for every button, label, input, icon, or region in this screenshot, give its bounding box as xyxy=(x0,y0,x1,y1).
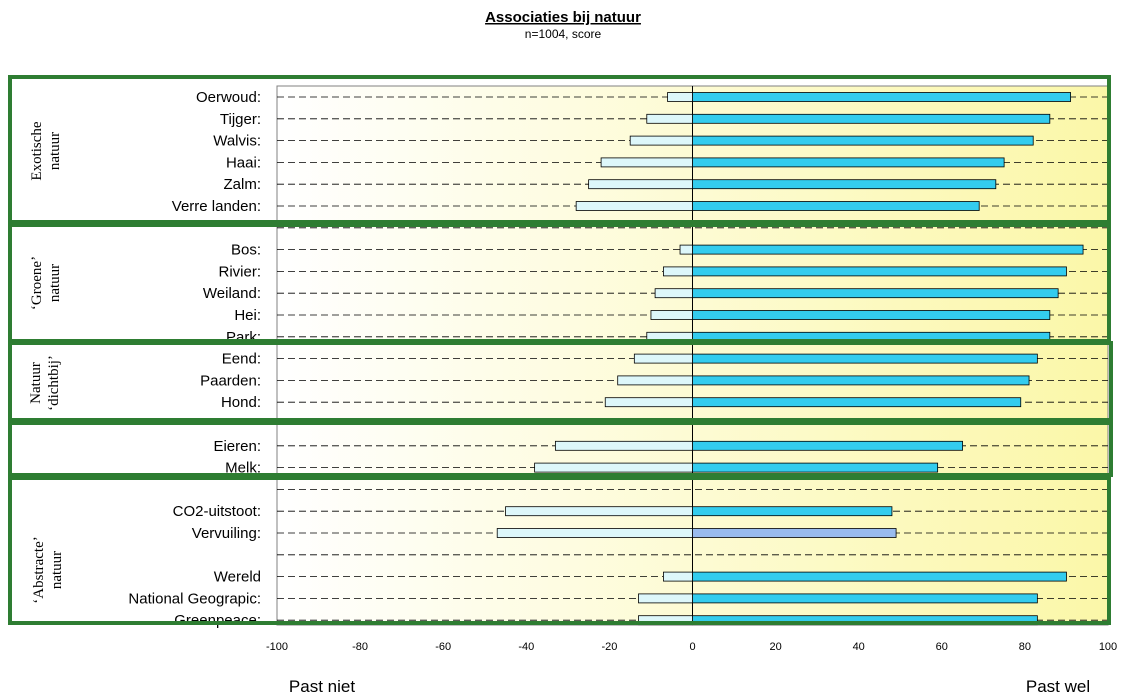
group-frame xyxy=(8,341,1113,422)
bar-negative xyxy=(617,375,693,386)
category-label: Wereld xyxy=(214,569,261,586)
bar-positive xyxy=(692,135,1034,146)
bar-negative xyxy=(638,593,693,604)
group-frame xyxy=(8,476,1111,625)
group-label-line: natuur xyxy=(49,551,65,589)
category-label: Bos: xyxy=(231,242,261,259)
group-label: Exotische natuur xyxy=(29,121,63,180)
bar-negative xyxy=(679,244,693,255)
group-label-line: ‘Groene’ xyxy=(29,256,45,310)
right-end-label: Past wel xyxy=(1026,677,1090,696)
group-label-line: natuur xyxy=(47,264,63,302)
x-axis: -100 -80 -60 -40 -20 0 20 40 60 80 100 xyxy=(266,641,1117,653)
category-label: National Geograpic: xyxy=(128,590,261,607)
chart-subtitle: n=1004, score xyxy=(525,27,602,41)
bar-negative xyxy=(600,157,693,168)
chart-title: Associaties bij natuur xyxy=(485,9,641,26)
x-tick-label: -60 xyxy=(435,641,451,653)
group-label-line: Natuur xyxy=(28,362,44,404)
bar-positive xyxy=(692,244,1084,255)
bar-positive xyxy=(692,440,963,451)
category-label: Tijger: xyxy=(220,111,261,128)
category-label: Weiland: xyxy=(203,285,261,302)
bar-negative xyxy=(534,462,693,473)
category-label: Zalm: xyxy=(224,176,262,193)
bar-positive xyxy=(692,288,1059,299)
x-tick-label: 0 xyxy=(689,641,695,653)
bar-negative xyxy=(575,201,693,211)
group-label-line: ‘dichtbij’ xyxy=(46,355,62,411)
bar-positive xyxy=(692,528,897,538)
bar-negative xyxy=(633,353,693,364)
bar-negative xyxy=(654,288,693,299)
bar-negative xyxy=(663,266,693,277)
bar-positive xyxy=(692,462,939,473)
bar-positive xyxy=(692,375,1030,386)
category-label: Rivier: xyxy=(218,263,261,280)
group-frame xyxy=(8,75,1111,224)
bar-negative xyxy=(629,135,693,146)
bar-negative xyxy=(646,113,693,124)
bar-positive xyxy=(692,593,1038,604)
group-label: ‘Abstracte’ natuur xyxy=(31,536,65,603)
group-label: Natuur ‘dichtbij’ xyxy=(28,355,62,411)
category-label: Hond: xyxy=(221,394,261,411)
category-label: Melk: xyxy=(225,460,261,477)
category-label: CO2-uitstoot: xyxy=(173,503,261,520)
bar-negative xyxy=(650,310,693,320)
x-tick-label: -40 xyxy=(518,641,534,653)
x-tick-label: 40 xyxy=(853,641,865,653)
category-labels: Oerwoud: Tijger: Walvis: Haai: Zalm: Verre la… xyxy=(128,89,261,629)
bar-positive xyxy=(692,310,1051,320)
bar-negative xyxy=(604,397,693,408)
category-label: Oerwoud: xyxy=(196,89,261,106)
bar-positive xyxy=(692,266,1067,277)
x-tick-label: 80 xyxy=(1019,641,1031,653)
group-label-line: ‘Abstracte’ xyxy=(31,536,47,603)
bar-positive xyxy=(692,157,1005,168)
x-tick-label: 100 xyxy=(1099,641,1117,653)
bar-positive xyxy=(692,113,1051,124)
bar-negative xyxy=(496,528,693,538)
category-label: Eend: xyxy=(222,351,261,368)
bar-negative xyxy=(667,92,693,102)
category-label: Haai: xyxy=(226,154,261,171)
x-tick-label: -100 xyxy=(266,641,288,653)
group-label-line: natuur xyxy=(47,132,63,170)
bar-negative xyxy=(505,506,693,517)
bar-positive xyxy=(692,92,1072,102)
category-label: Walvis: xyxy=(213,133,261,150)
bar-negative xyxy=(554,440,693,451)
bars xyxy=(496,92,1084,626)
category-label: Hei: xyxy=(234,307,261,324)
bar-negative xyxy=(588,179,693,190)
bar-positive xyxy=(692,506,893,517)
group-frame xyxy=(8,421,1113,477)
category-label: Greenpeace: xyxy=(174,612,261,629)
x-tick-label: 20 xyxy=(769,641,781,653)
x-tick-label: -20 xyxy=(601,641,617,653)
x-tick-label: 60 xyxy=(936,641,948,653)
bar-positive xyxy=(692,353,1038,364)
bar-positive xyxy=(692,201,980,211)
left-end-label: Past niet xyxy=(289,677,355,696)
group-label: ‘Groene’ natuur xyxy=(29,256,63,310)
group-label-line: Exotische xyxy=(29,121,45,180)
bar-positive xyxy=(692,179,997,190)
category-label: Paarden: xyxy=(200,372,261,389)
bar-positive xyxy=(692,397,1022,408)
category-label: Eieren: xyxy=(213,438,261,455)
category-label: Verre landen: xyxy=(172,198,261,215)
x-tick-label: -80 xyxy=(352,641,368,653)
bar-positive xyxy=(692,571,1067,582)
category-label: Vervuiling: xyxy=(192,525,261,542)
bar-negative xyxy=(663,571,693,582)
